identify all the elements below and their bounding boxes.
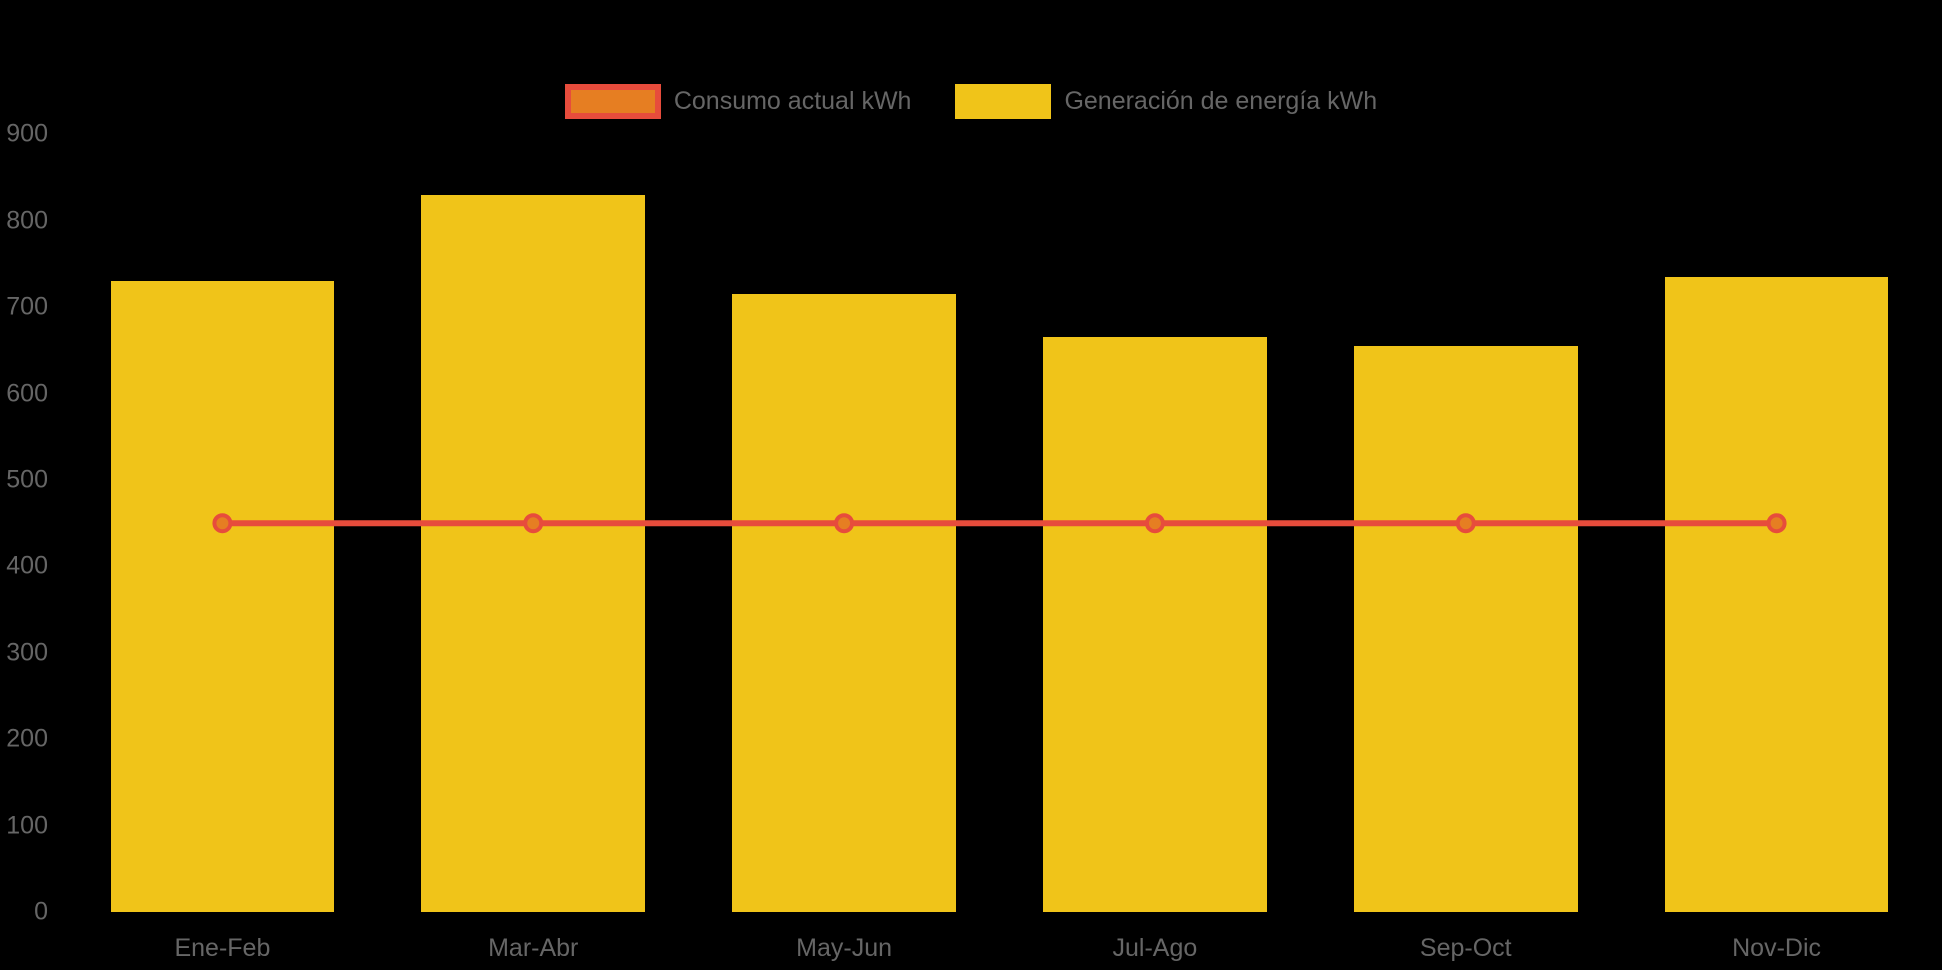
y-axis-tick-label: 100: [6, 811, 48, 840]
bar-generacion-Jul-Ago: [1043, 337, 1267, 912]
legend-label-consumo: Consumo actual kWh: [673, 87, 912, 115]
y-axis-tick-label: 300: [6, 638, 48, 667]
x-axis-tick-label: Ene-Feb: [174, 934, 271, 962]
x-axis-tick-label: Nov-Dic: [1732, 934, 1822, 962]
y-axis-tick-label: 900: [6, 119, 48, 148]
bar-generacion-Mar-Abr: [421, 194, 646, 912]
bar-generacion-Ene-Feb: [110, 281, 335, 912]
x-axis-tick-label: May-Jun: [796, 934, 893, 962]
y-axis-tick-label: 400: [6, 551, 48, 580]
bar-generacion-May-Jun: [732, 294, 956, 912]
consumo-legend-swatch-icon: [564, 84, 661, 119]
y-axis-tick-label: 200: [6, 724, 48, 753]
x-axis-tick-label: Mar-Abr: [488, 934, 579, 962]
x-axis-tick-label: Jul-Ago: [1112, 934, 1198, 962]
bar-generacion-Nov-Dic: [1664, 276, 1889, 912]
y-axis-tick-label: 500: [6, 465, 48, 494]
y-axis-tick-label: 600: [6, 379, 48, 408]
chart-legend: Consumo actual kWh Generación de energía…: [0, 84, 1942, 119]
x-axis-tick-label: Sep-Oct: [1419, 934, 1512, 962]
y-axis-tick-label: 800: [6, 206, 48, 235]
legend-item-consumo[interactable]: Consumo actual kWh: [564, 84, 912, 119]
bar-generacion-Sep-Oct: [1353, 346, 1578, 912]
y-axis-tick-label: 700: [6, 292, 48, 321]
legend-label-generacion: Generación de energía kWh: [1064, 87, 1378, 115]
y-axis-tick-label: 0: [34, 897, 48, 926]
generacion-legend-swatch-icon: [955, 84, 1052, 119]
legend-item-generacion[interactable]: Generación de energía kWh: [955, 84, 1377, 119]
